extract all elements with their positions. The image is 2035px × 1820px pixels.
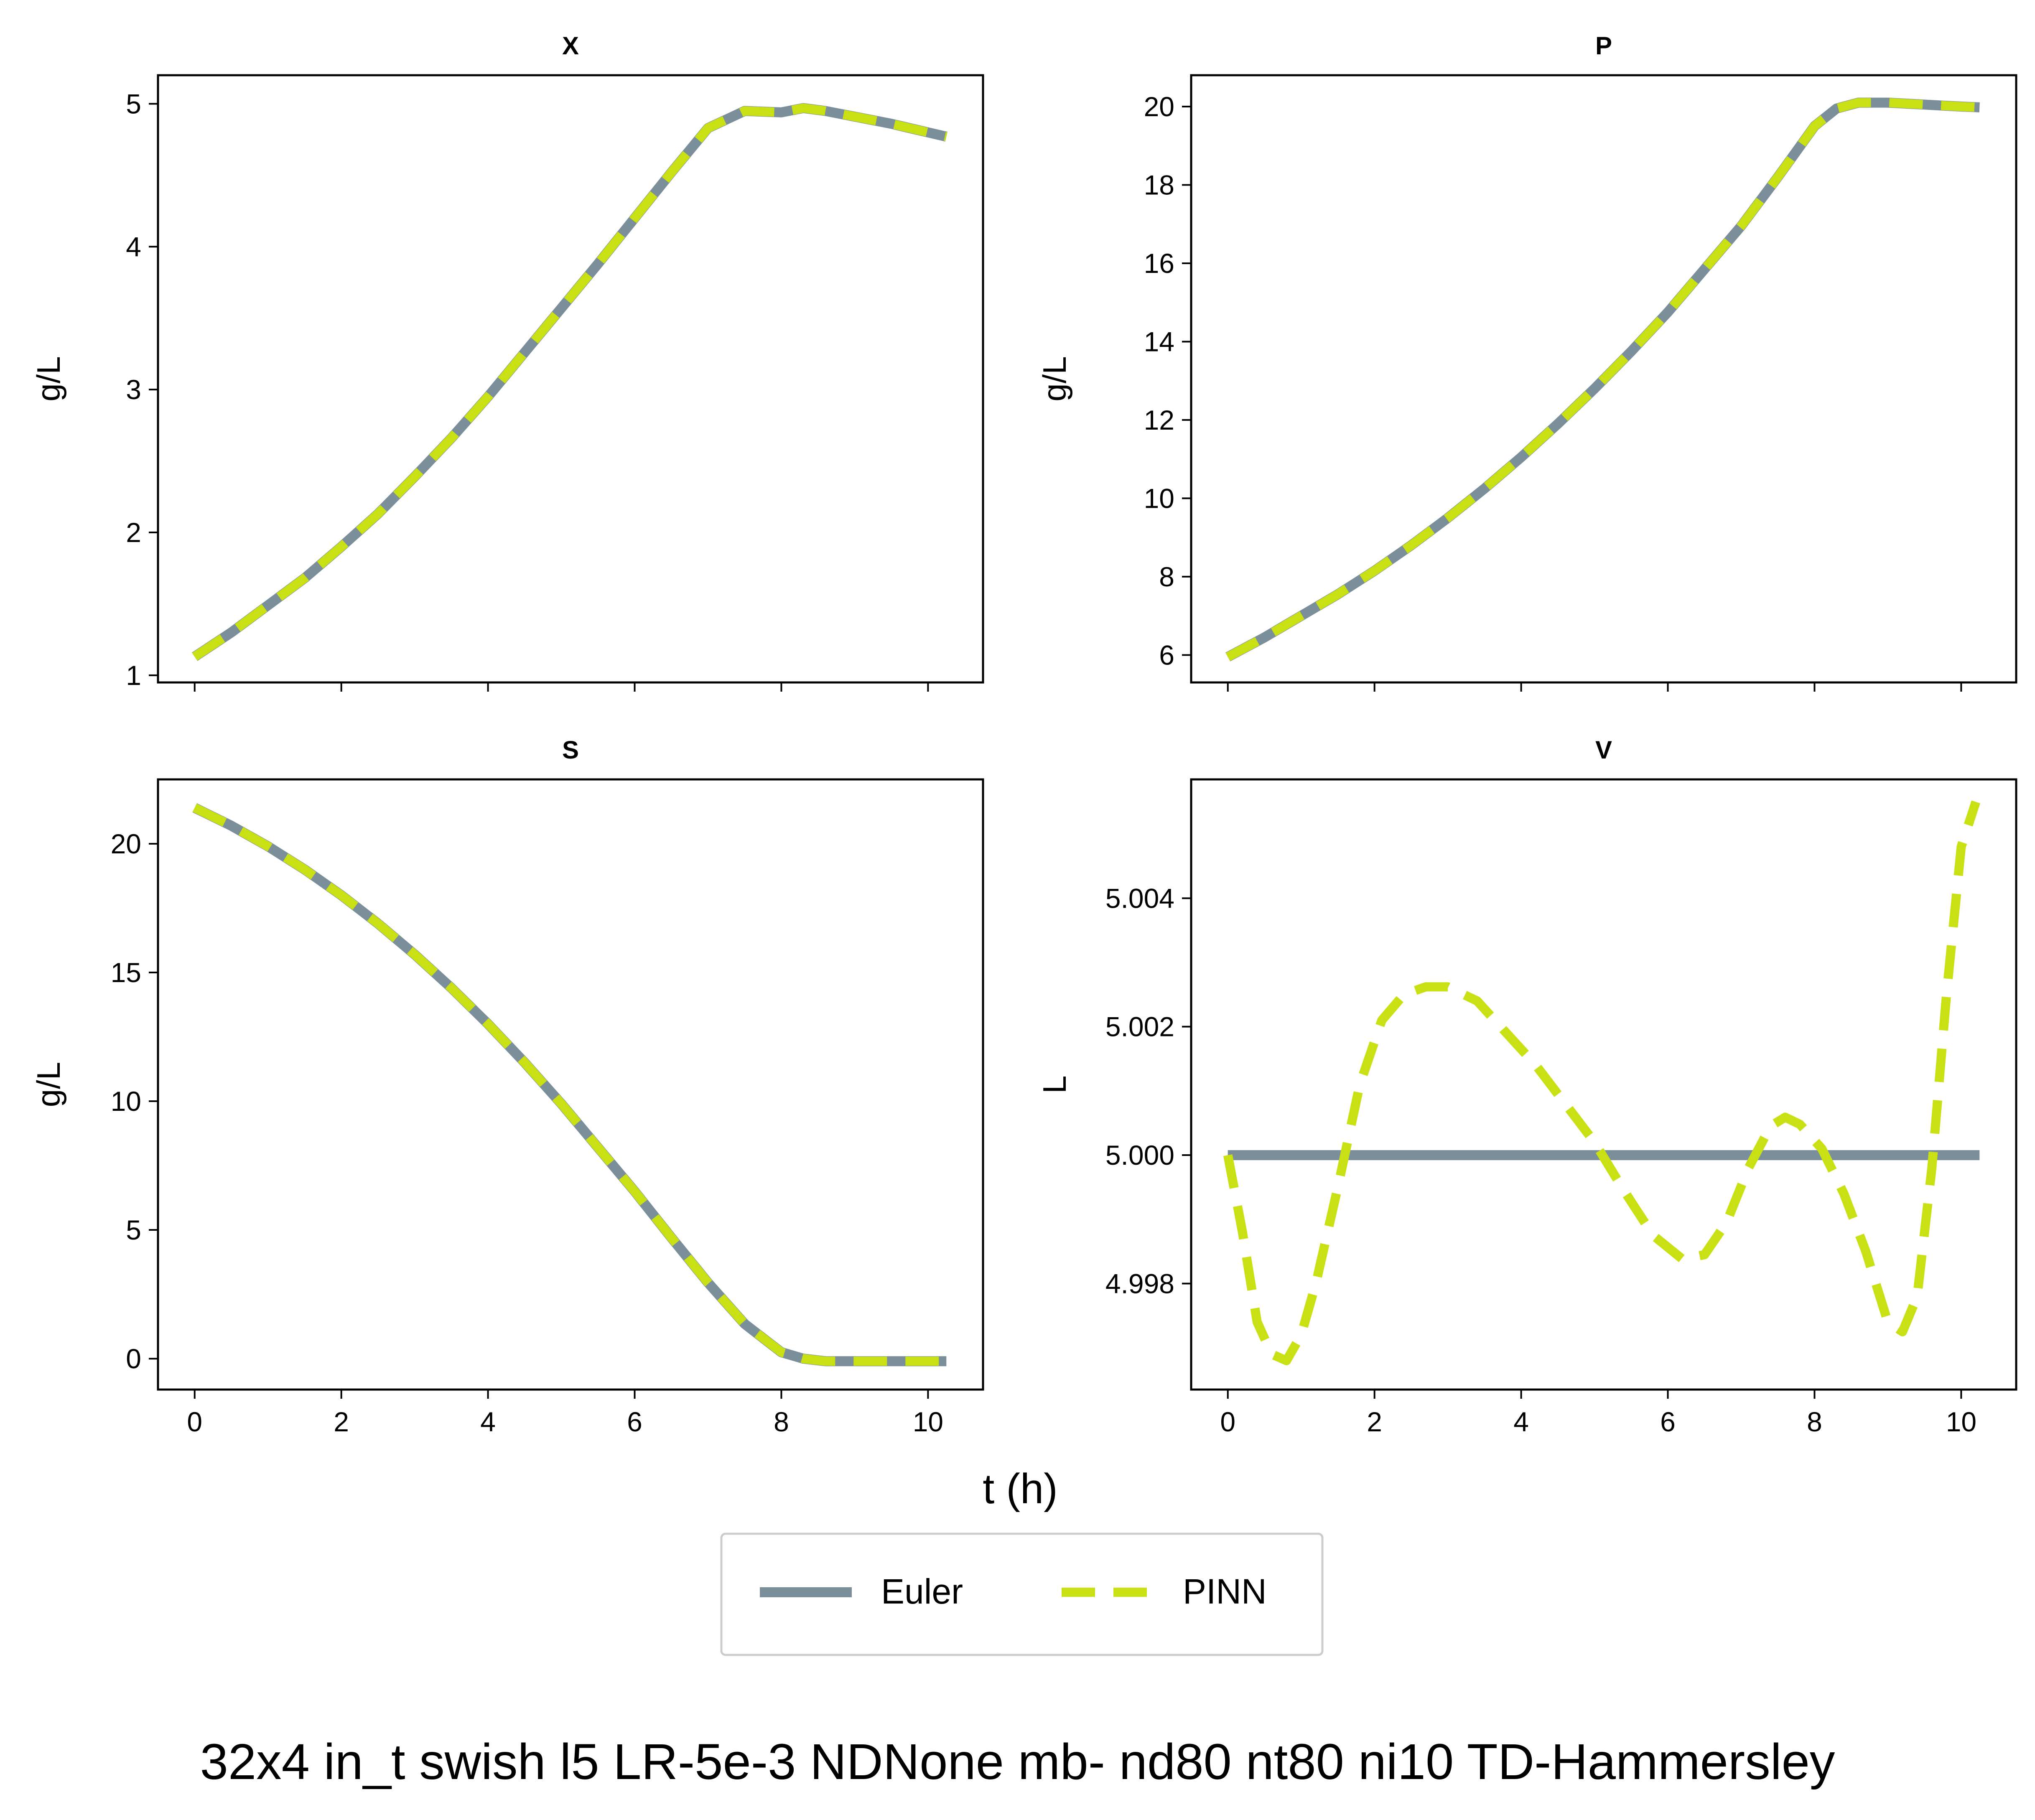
y-tick-label: 4 — [126, 231, 141, 262]
x-tick-label: 6 — [627, 1406, 642, 1437]
figure-caption: 32x4 in_t swish l5 LR-5e-3 NDNone mb- nd… — [200, 1733, 1835, 1790]
y-tick-label: 6 — [1159, 639, 1174, 670]
x-tick-label: 2 — [1367, 1406, 1382, 1437]
y-tick-label: 14 — [1144, 326, 1174, 357]
subplot-p: P 6 8 10 12 14 16 18 20 g/L — [1036, 32, 2017, 692]
plot-area — [1225, 97, 1980, 662]
x-tick-label: 0 — [187, 1406, 202, 1437]
x-tick-label: 4 — [1513, 1406, 1529, 1437]
y-tick-label: 5 — [126, 88, 141, 119]
x-tick-label: 10 — [913, 1406, 943, 1437]
y-tick-label: 20 — [1144, 91, 1174, 122]
x-tick-label: 0 — [1220, 1406, 1235, 1437]
series-line-pinn — [192, 803, 947, 1366]
series-line-euler — [192, 803, 947, 1367]
y-tick-label: 5.002 — [1105, 1011, 1174, 1042]
axes-frame — [157, 74, 984, 684]
legend-frame — [720, 1532, 1324, 1656]
legend-label-pinn: PINN — [1183, 1572, 1267, 1611]
y-axis-label: g/L — [30, 356, 67, 401]
y-tick-label: 5.004 — [1105, 883, 1174, 914]
y-tick-label: 8 — [1159, 561, 1174, 592]
y-tick-label: 12 — [1144, 405, 1174, 435]
y-tick-label: 10 — [111, 1086, 141, 1117]
y-tick-label: 3 — [126, 374, 141, 405]
y-tick-label: 4.998 — [1105, 1268, 1174, 1299]
subplot-title: P — [1595, 32, 1612, 60]
subplot-x: X 1 2 3 4 5 g/L — [30, 32, 984, 692]
plot-area — [192, 803, 947, 1367]
subplot-title: X — [562, 32, 579, 60]
y-tick-label: 20 — [111, 828, 141, 859]
y-tick-label: 5 — [126, 1214, 141, 1245]
y-tick-label: 0 — [126, 1343, 141, 1374]
axes-frame — [157, 778, 984, 1391]
plot-area — [192, 103, 948, 661]
x-tick-label: 8 — [1807, 1406, 1822, 1437]
y-axis-label: g/L — [30, 1062, 67, 1107]
y-axis-label: g/L — [1036, 356, 1073, 401]
subplot-v: V 0 2 4 6 8 10 4.998 5.000 5.002 5.004 L — [1036, 736, 2017, 1437]
y-axis-label: L — [1036, 1075, 1073, 1093]
y-tick-label: 2 — [126, 517, 141, 548]
x-tick-label: 2 — [334, 1406, 349, 1437]
subplot-title: S — [562, 736, 579, 764]
x-tick-label: 4 — [480, 1406, 496, 1437]
series-line-pinn — [192, 103, 947, 661]
y-tick-label: 15 — [111, 957, 141, 988]
series-line-pinn — [1225, 98, 1980, 661]
legend: Euler PINN — [720, 1532, 1324, 1656]
x-tick-label: 8 — [774, 1406, 789, 1437]
subplot-title: V — [1595, 736, 1612, 764]
x-tick-label: 6 — [1660, 1406, 1676, 1437]
series-line-pinn — [1223, 800, 1980, 1365]
axes-frame — [1190, 74, 2017, 684]
axes-frame — [1190, 778, 2017, 1391]
y-tick-label: 5.000 — [1105, 1140, 1174, 1171]
y-tick-label: 1 — [126, 660, 141, 691]
legend-label-euler: Euler — [881, 1572, 963, 1611]
plot-area — [1223, 800, 1980, 1365]
y-tick-label: 18 — [1144, 169, 1174, 200]
y-tick-label: 16 — [1144, 248, 1174, 279]
subplot-s: S 0 2 4 6 8 10 0 5 10 15 20 g/L — [30, 736, 984, 1437]
shared-x-axis-label: t (h) — [983, 1466, 1058, 1512]
y-tick-label: 10 — [1144, 483, 1174, 514]
series-line-euler — [192, 103, 948, 661]
x-tick-label: 10 — [1946, 1406, 1976, 1437]
